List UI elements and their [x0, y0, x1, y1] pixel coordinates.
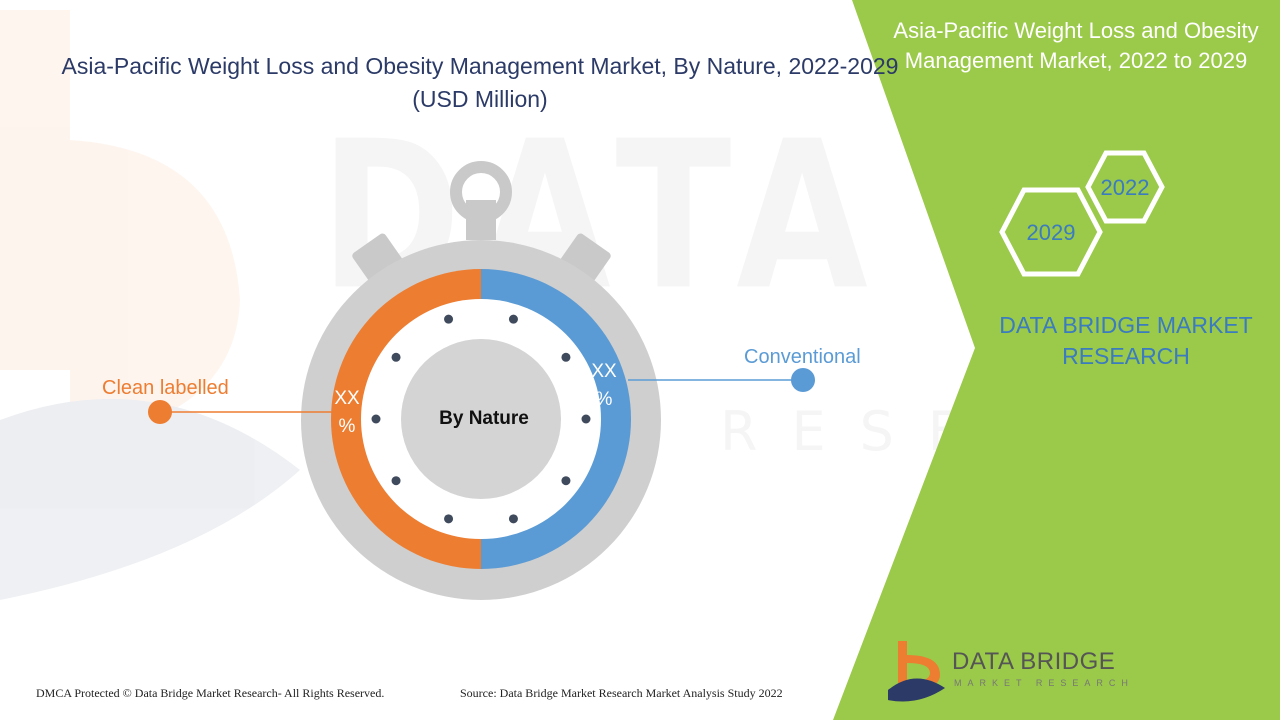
- center-label: By Nature: [439, 408, 529, 429]
- slice-label-conventional-line1: XX: [591, 361, 617, 382]
- year-end-label: 2029: [1027, 220, 1076, 245]
- leader-dot-conventional: [791, 368, 815, 392]
- footer-copyright: DMCA Protected © Data Bridge Market Rese…: [36, 686, 385, 700]
- tick-dot: [391, 476, 401, 486]
- side-panel-title: Asia-Pacific Weight Loss and Obesity Man…: [893, 18, 1259, 73]
- year-start-label: 2022: [1101, 175, 1150, 200]
- tick-dot: [581, 414, 591, 424]
- logo-subtitle: MARKET RESEARCH: [954, 678, 1134, 688]
- tick-dot: [508, 514, 518, 524]
- leader-dot-clean-labelled: [148, 400, 172, 424]
- logo-name: DATA BRIDGE: [952, 648, 1116, 675]
- hexagon-2029: [999, 187, 1103, 277]
- tick-dot: [561, 476, 571, 486]
- chart-title: Asia-Pacific Weight Loss and Obesity Man…: [61, 53, 899, 112]
- tick-dot: [444, 514, 454, 524]
- center-disc: [401, 339, 561, 499]
- side-panel: [833, 0, 1280, 720]
- slice-label-clean-line1: XX: [334, 388, 360, 409]
- brand-name: DATA BRIDGE MARKET RESEARCH: [999, 312, 1253, 369]
- tick-dot: [391, 352, 401, 362]
- tick-dot: [444, 314, 454, 324]
- tick-dot: [508, 314, 518, 324]
- slice-label-conventional-line2: %: [596, 389, 613, 410]
- tick-dots: [371, 314, 591, 524]
- hexagon-2022: [1085, 150, 1165, 224]
- tick-dot: [561, 352, 571, 362]
- decorative-logo-watermark: [0, 10, 300, 600]
- slice-label-clean-line2: %: [339, 416, 356, 437]
- data-bridge-logo-icon: [888, 641, 945, 702]
- legend-label-clean-labelled: Clean labelled: [102, 377, 229, 399]
- legend-label-conventional: Conventional: [744, 346, 861, 368]
- footer-source: Source: Data Bridge Market Research Mark…: [460, 686, 783, 700]
- tick-dot: [371, 414, 381, 424]
